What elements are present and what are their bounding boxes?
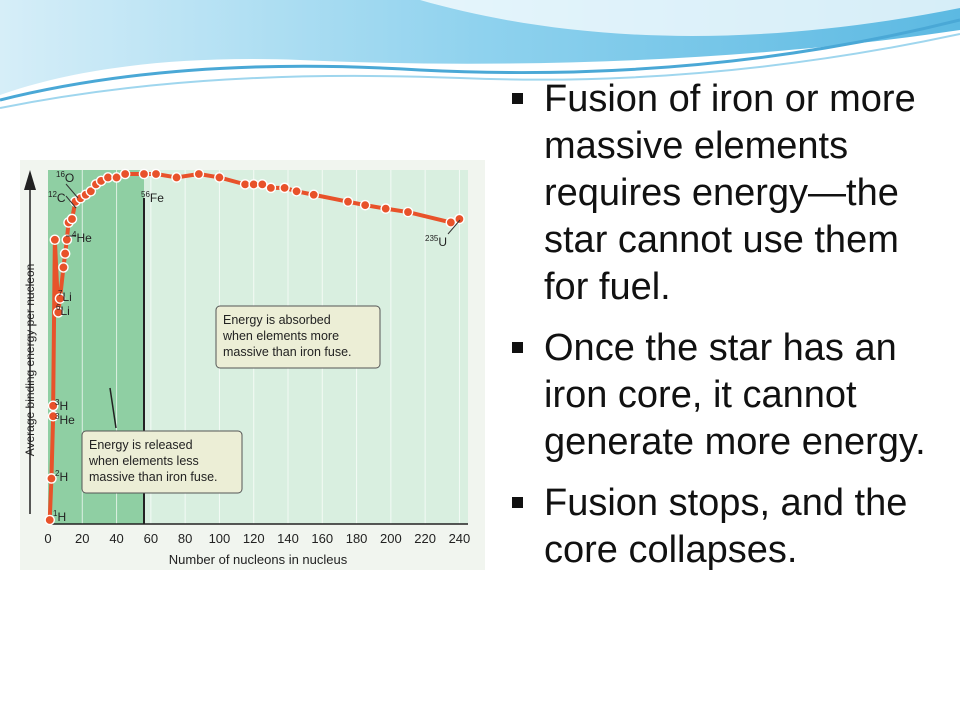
bullet-text: Fusion of iron or more massive elements … — [544, 78, 916, 308]
data-point — [59, 248, 71, 259]
data-point — [454, 213, 465, 225]
y-axis-arrow-icon — [24, 170, 36, 190]
data-point — [279, 182, 290, 194]
data-point — [49, 234, 61, 246]
callout-box — [81, 430, 243, 494]
x-tick-label: 120 — [243, 531, 265, 546]
data-point — [171, 172, 182, 183]
data-point — [291, 185, 302, 197]
x-tick-label: 20 — [75, 531, 89, 546]
isotope-label: 6Li — [56, 303, 70, 318]
isotope-leader-line — [65, 183, 79, 199]
y-axis-label: Average binding energy per nucleon — [23, 264, 37, 457]
square-bullet-icon — [512, 93, 523, 104]
callout-text-line: when elements more — [222, 329, 339, 343]
binding-energy-chart: 0 20 40 60 80 100 120 140 160 180 200 220 240 1H 2H 3H… — [20, 160, 485, 570]
callout-text-line: massive than iron fuse. — [223, 345, 352, 359]
bullet-item: Fusion stops, and the core collapses. — [508, 480, 948, 574]
x-tick-label: 200 — [380, 531, 402, 546]
isotope-leader-line — [447, 219, 461, 235]
bullet-item: Once the star has an iron core, it canno… — [508, 325, 948, 466]
square-bullet-icon — [512, 342, 523, 353]
x-axis-label: Number of nucleons in nucleus — [169, 552, 348, 567]
data-point — [85, 185, 97, 197]
data-point — [308, 189, 320, 201]
x-tick-label: 220 — [414, 531, 436, 546]
x-tick-label: 140 — [277, 531, 299, 546]
x-tick-label: 160 — [311, 531, 333, 546]
data-point — [47, 410, 59, 422]
data-point — [342, 196, 354, 207]
callout-box — [215, 305, 381, 369]
data-point — [248, 179, 260, 190]
data-point — [239, 179, 251, 190]
bullet-item: Fusion of iron or more massive elements … — [508, 76, 948, 311]
data-point — [193, 168, 205, 180]
isotope-label: 56Fe — [141, 190, 164, 205]
data-point — [119, 168, 131, 180]
isotope-label: 7Li — [58, 289, 72, 304]
data-point — [102, 172, 114, 183]
isotope-label: 4He — [72, 230, 92, 245]
x-tick-label: 180 — [346, 531, 368, 546]
data-point — [54, 293, 66, 304]
bullet-text: Fusion stops, and the core collapses. — [544, 482, 908, 571]
data-point — [58, 262, 69, 273]
isotope-label: 16O — [56, 170, 74, 185]
isotope-label: 3He — [55, 412, 75, 427]
data-point — [359, 199, 371, 211]
bullet-text: Once the star has an iron core, it canno… — [544, 327, 926, 463]
isotope-leader-line — [65, 195, 77, 209]
data-point — [380, 203, 392, 214]
callout-text-line: massive than iron fuse. — [89, 470, 218, 484]
data-point — [61, 234, 73, 246]
isotope-label: 2H — [55, 469, 68, 484]
x-tick-label: 0 — [44, 531, 51, 546]
data-point — [46, 473, 57, 484]
x-tick-label: 60 — [144, 531, 158, 546]
callout-text-line: Energy is absorbed — [223, 313, 331, 327]
data-point — [402, 206, 414, 218]
isotope-label: 1H — [53, 509, 66, 524]
data-point — [445, 217, 457, 228]
data-point — [111, 172, 122, 183]
header-swoosh — [0, 0, 960, 109]
x-tick-label: 240 — [449, 531, 471, 546]
callout-text-line: when elements less — [88, 454, 199, 468]
isotope-label: 3H — [55, 398, 68, 413]
data-point — [256, 179, 268, 190]
isotope-label: 12C — [48, 190, 66, 205]
bullet-list: Fusion of iron or more massive elements … — [508, 76, 948, 588]
callout-leader-line — [109, 387, 117, 429]
data-point — [150, 168, 162, 180]
x-tick-label: 80 — [178, 531, 192, 546]
square-bullet-icon — [512, 497, 523, 508]
data-point — [44, 514, 56, 526]
data-point — [47, 400, 59, 412]
data-point — [214, 172, 225, 183]
x-tick-label: 40 — [109, 531, 123, 546]
data-point — [138, 168, 150, 180]
x-tick-label: 100 — [209, 531, 231, 546]
data-point — [66, 213, 78, 225]
callout-text-line: Energy is released — [89, 438, 193, 452]
data-point — [52, 307, 64, 318]
isotope-label: 235U — [425, 234, 447, 249]
data-point — [265, 182, 277, 194]
